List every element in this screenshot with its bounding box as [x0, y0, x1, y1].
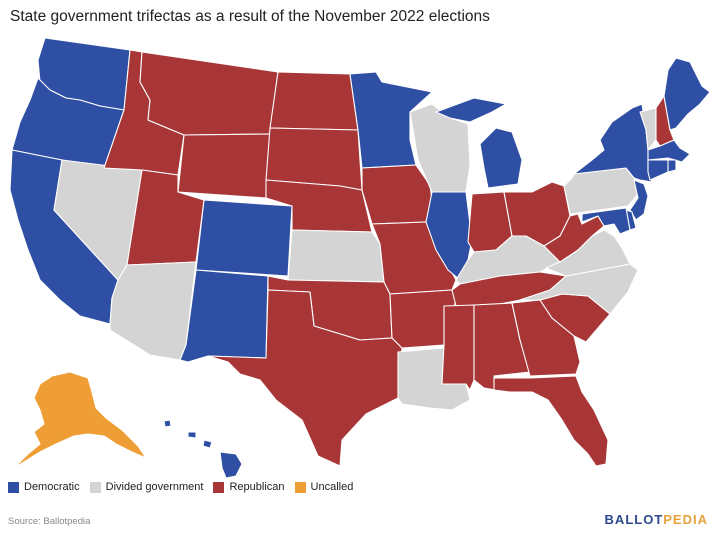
state-mn[interactable]	[349, 71, 433, 169]
state-wi[interactable]	[409, 103, 471, 193]
legend: Democratic Divided government Republican Un…	[8, 481, 363, 493]
state-ct[interactable]	[647, 159, 669, 181]
state-mi[interactable]	[435, 97, 523, 189]
legend-label: Divided government	[105, 481, 204, 493]
state-ia[interactable]	[361, 164, 433, 225]
state-ks[interactable]	[287, 229, 385, 283]
legend-swatch	[8, 481, 19, 493]
brand-part-1: BALLOT	[604, 512, 664, 527]
state-co[interactable]	[195, 199, 293, 277]
state-ak[interactable]	[13, 371, 147, 469]
legend-item: Republican	[213, 481, 285, 493]
state-wy[interactable]	[177, 133, 271, 199]
state-mt[interactable]	[139, 51, 279, 136]
ballotpedia-logo: BALLOTPEDIA	[605, 512, 708, 527]
legend-swatch	[89, 481, 101, 493]
state-ma[interactable]	[647, 139, 691, 163]
state-pa[interactable]	[563, 167, 639, 215]
state-md[interactable]	[581, 207, 631, 235]
state-fl[interactable]	[493, 375, 609, 467]
legend-label: Republican	[229, 481, 285, 493]
brand-part-2: PEDIA	[663, 512, 708, 527]
state-ri[interactable]	[667, 159, 677, 173]
state-nj[interactable]	[629, 179, 649, 221]
legend-swatch	[294, 481, 306, 493]
state-me[interactable]	[663, 57, 711, 131]
legend-swatch	[213, 481, 225, 493]
legend-label: Democratic	[24, 481, 80, 493]
legend-item: Uncalled	[294, 481, 354, 493]
source-note: Source: Ballotpedia	[8, 516, 91, 527]
state-tx[interactable]	[207, 289, 403, 467]
state-az[interactable]	[109, 261, 197, 361]
map-title: State government trifectas as a result o…	[10, 8, 490, 25]
state-vt[interactable]	[639, 107, 657, 151]
state-hi[interactable]	[163, 419, 243, 479]
legend-label: Uncalled	[310, 481, 354, 493]
state-ms[interactable]	[441, 304, 475, 391]
legend-item: Divided government	[89, 481, 204, 493]
legend-item: Democratic	[8, 481, 80, 493]
state-nd[interactable]	[269, 71, 359, 131]
